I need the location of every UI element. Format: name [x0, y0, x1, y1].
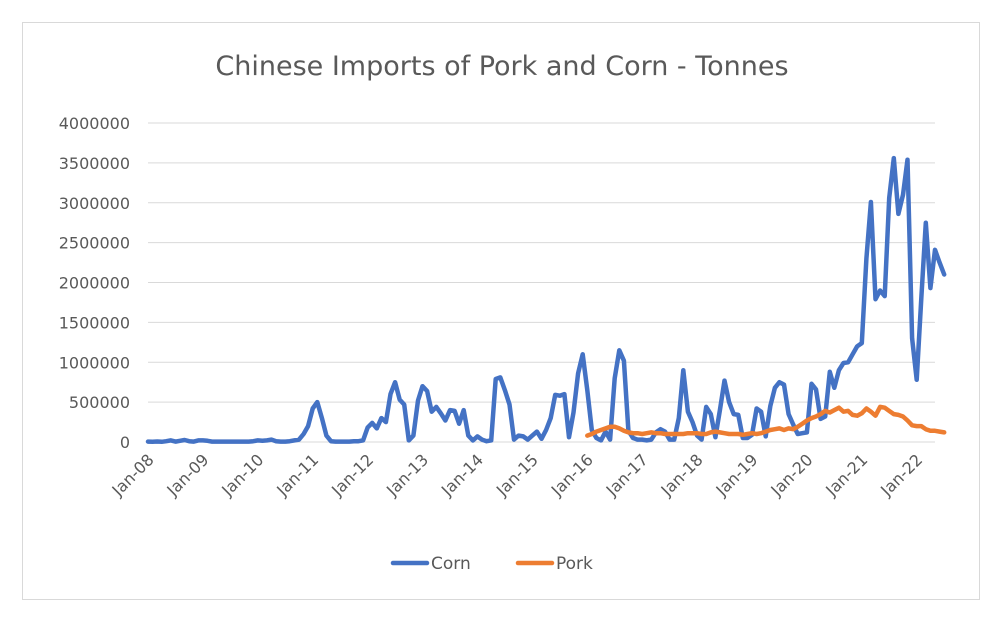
x-tick-label: Jan-16 [547, 450, 597, 500]
x-tick-label: Jan-11 [272, 450, 322, 500]
line-chart: 0 500000 1000000 1500000 2000000 2500000 30000… [59, 114, 947, 574]
series-line-corn [145, 155, 947, 445]
chart-frame: Chinese Imports of Pork and Corn - Tonne… [22, 22, 980, 600]
x-tick-label: Jan-12 [327, 450, 377, 500]
x-axis-ticks: Jan-08 Jan-09 Jan-10 Jan-11 Jan-12 Jan-13 Jan-… [108, 450, 927, 500]
x-tick-label: Jan-08 [108, 450, 158, 500]
x-tick-label: Jan-14 [437, 450, 487, 500]
y-tick-label: 3500000 [59, 154, 130, 173]
y-tick-label: 500000 [69, 393, 130, 412]
x-tick-label: Jan-13 [382, 450, 432, 500]
x-tick-label: Jan-10 [217, 450, 267, 500]
legend: Corn Pork [390, 554, 593, 574]
y-axis-ticks: 0 500000 1000000 1500000 2000000 2500000 30000… [59, 114, 130, 452]
y-tick-label: 2000000 [59, 274, 130, 293]
y-tick-label: 0 [120, 433, 130, 452]
legend-label-pork: Pork [556, 554, 593, 574]
y-tick-label: 1500000 [59, 313, 130, 332]
x-tick-label: Jan-22 [876, 450, 926, 500]
x-tick-label: Jan-20 [766, 450, 816, 500]
legend-label-corn: Corn [431, 554, 471, 574]
x-tick-label: Jan-09 [162, 450, 212, 500]
x-tick-label: Jan-21 [821, 450, 871, 500]
series-lines [145, 155, 947, 445]
x-tick-label: Jan-18 [657, 450, 707, 500]
chart-title: Chinese Imports of Pork and Corn - Tonne… [215, 51, 789, 82]
x-tick-label: Jan-19 [712, 450, 762, 500]
x-tick-label: Jan-17 [602, 450, 652, 500]
y-tick-label: 1000000 [59, 353, 130, 372]
y-tick-label: 4000000 [59, 114, 130, 133]
y-tick-label: 2500000 [59, 234, 130, 253]
series-line-pork [585, 404, 947, 438]
y-tick-label: 3000000 [59, 194, 130, 213]
x-tick-label: Jan-15 [492, 450, 542, 500]
